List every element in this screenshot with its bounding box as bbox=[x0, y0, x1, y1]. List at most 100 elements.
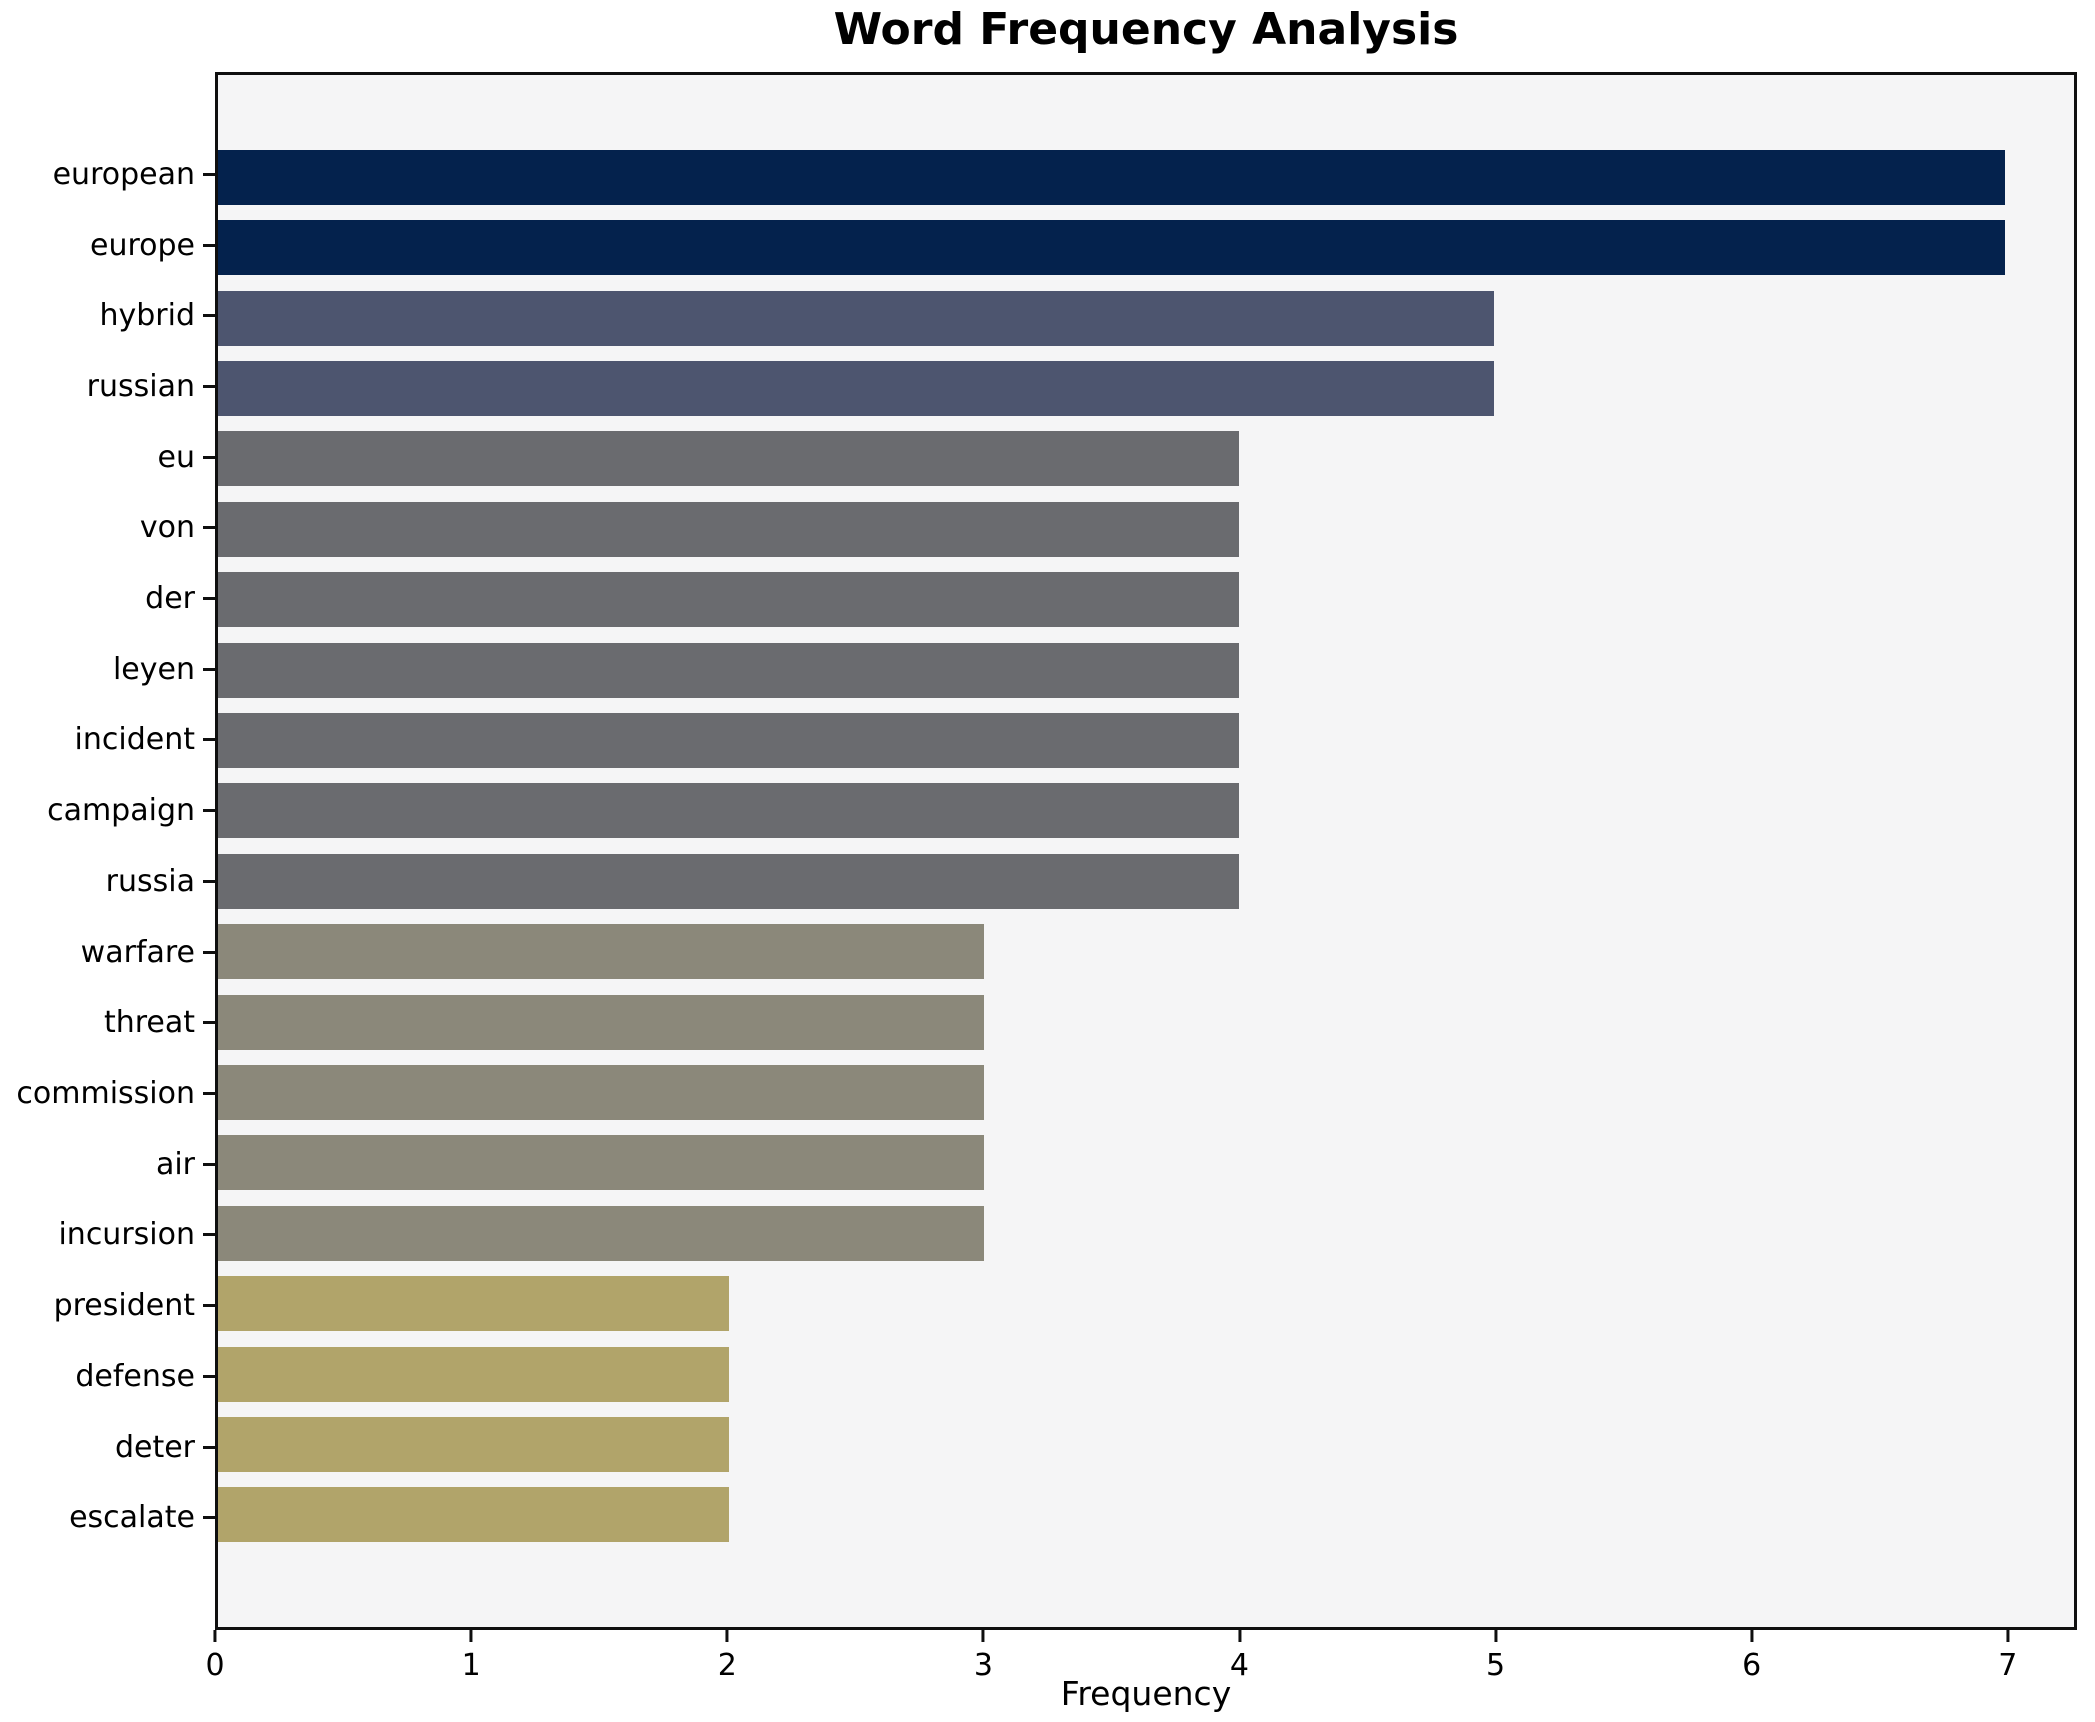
y-tick-label: air bbox=[155, 1146, 195, 1182]
x-tick: 6 bbox=[1742, 1630, 1761, 1683]
x-tick-mark bbox=[981, 1630, 985, 1642]
y-tick-label: von bbox=[139, 510, 195, 546]
x-tick: 1 bbox=[462, 1630, 481, 1683]
y-tick-row: incident bbox=[0, 705, 215, 776]
y-tick-mark bbox=[203, 738, 215, 742]
x-tick: 5 bbox=[1486, 1630, 1505, 1683]
x-tick-mark bbox=[1237, 1630, 1241, 1642]
y-tick-row: commission bbox=[0, 1058, 215, 1129]
y-tick-mark bbox=[203, 597, 215, 601]
y-tick-row: hybrid bbox=[0, 280, 215, 351]
bar-president bbox=[218, 1276, 729, 1332]
y-tick-row: warfare bbox=[0, 917, 215, 988]
y-tick-mark bbox=[203, 1162, 215, 1166]
y-tick-mark bbox=[203, 526, 215, 530]
y-tick-row: der bbox=[0, 563, 215, 634]
bar-row bbox=[218, 353, 2074, 423]
bar-europe bbox=[218, 220, 2006, 276]
bar-campaign bbox=[218, 783, 1240, 839]
x-tick: 0 bbox=[205, 1630, 225, 1683]
y-tick-mark bbox=[203, 1233, 215, 1237]
bar-hybrid bbox=[218, 290, 1495, 346]
y-tick-row: campaign bbox=[0, 775, 215, 846]
bar-eu bbox=[218, 431, 1240, 487]
bar-european bbox=[218, 149, 2006, 205]
x-tick-mark bbox=[469, 1630, 473, 1642]
y-tick-label: eu bbox=[157, 439, 195, 475]
bar-row bbox=[218, 564, 2074, 634]
y-tick-mark bbox=[203, 667, 215, 671]
plot-area bbox=[215, 72, 2077, 1630]
y-tick-mark bbox=[203, 1021, 215, 1025]
chart-title: Word Frequency Analysis bbox=[833, 4, 1459, 55]
y-tick-label: incursion bbox=[58, 1217, 195, 1253]
x-tick: 2 bbox=[718, 1630, 737, 1683]
x-tick-label: 6 bbox=[1742, 1648, 1762, 1683]
bar-row bbox=[218, 283, 2074, 353]
y-tick-row: russian bbox=[0, 351, 215, 422]
x-axis: 0 1 2 3 4 5 6 7 bbox=[205, 1630, 2077, 1694]
y-tick-label: defense bbox=[75, 1358, 195, 1394]
bar-warfare bbox=[218, 924, 984, 980]
bar-row bbox=[218, 1339, 2074, 1409]
y-tick-row: air bbox=[0, 1129, 215, 1200]
y-tick-row: leyen bbox=[0, 634, 215, 705]
x-tick-label: 1 bbox=[461, 1648, 481, 1683]
y-tick-label: threat bbox=[103, 1005, 195, 1041]
y-tick-mark bbox=[203, 879, 215, 883]
bar-row bbox=[218, 1409, 2074, 1479]
y-tick-row: president bbox=[0, 1270, 215, 1341]
x-tick: 4 bbox=[1230, 1630, 1249, 1683]
x-tick: 3 bbox=[974, 1630, 993, 1683]
bar-incident bbox=[218, 712, 1240, 768]
y-tick-mark bbox=[203, 243, 215, 247]
bar-air bbox=[218, 1135, 984, 1191]
y-tick-row: eu bbox=[0, 422, 215, 493]
y-tick-label: russian bbox=[86, 368, 195, 404]
y-tick-label: europe bbox=[90, 227, 195, 263]
y-tick-label: hybrid bbox=[99, 298, 195, 334]
y-tick-label: russia bbox=[105, 863, 195, 899]
x-tick-label: 0 bbox=[205, 1648, 225, 1683]
x-tick-mark bbox=[1494, 1630, 1498, 1642]
y-tick-row: deter bbox=[0, 1412, 215, 1483]
bar-row bbox=[218, 635, 2074, 705]
x-tick-mark bbox=[213, 1630, 217, 1642]
bar-row bbox=[218, 705, 2074, 775]
x-tick-label: 4 bbox=[1229, 1648, 1250, 1683]
y-tick-mark bbox=[203, 1445, 215, 1449]
bar-row bbox=[218, 987, 2074, 1057]
y-tick-label: president bbox=[53, 1288, 195, 1324]
bar-deter bbox=[218, 1417, 729, 1473]
bar-row bbox=[218, 1198, 2074, 1268]
bar-row bbox=[218, 916, 2074, 986]
bar-russia bbox=[218, 853, 1240, 909]
y-tick-label: european bbox=[52, 156, 195, 192]
y-axis-labels: european europe hybrid russian eu von der leyen… bbox=[0, 72, 215, 1630]
bar-row bbox=[218, 1269, 2074, 1339]
x-tick-mark bbox=[725, 1630, 729, 1642]
y-tick-label: deter bbox=[114, 1429, 195, 1465]
x-tick-label: 3 bbox=[973, 1648, 993, 1683]
y-tick-mark bbox=[203, 809, 215, 813]
y-tick-row: threat bbox=[0, 987, 215, 1058]
y-tick-label: escalate bbox=[69, 1500, 195, 1536]
y-tick-mark bbox=[203, 1374, 215, 1378]
y-tick-mark bbox=[203, 172, 215, 176]
bar-row bbox=[218, 494, 2074, 564]
bar-russian bbox=[218, 360, 1495, 416]
bar-der bbox=[218, 572, 1240, 628]
bar-commission bbox=[218, 1064, 984, 1120]
x-tick: 7 bbox=[1998, 1630, 2017, 1683]
y-tick-row: von bbox=[0, 493, 215, 564]
y-tick-label: campaign bbox=[47, 793, 195, 829]
y-tick-label: incident bbox=[74, 722, 195, 758]
bar-row bbox=[218, 1128, 2074, 1198]
bar-row bbox=[218, 1480, 2074, 1550]
y-tick-mark bbox=[203, 950, 215, 954]
y-tick-row: defense bbox=[0, 1341, 215, 1412]
y-tick-label: der bbox=[145, 581, 195, 617]
x-tick-mark bbox=[1750, 1630, 1754, 1642]
bar-incursion bbox=[218, 1205, 984, 1261]
